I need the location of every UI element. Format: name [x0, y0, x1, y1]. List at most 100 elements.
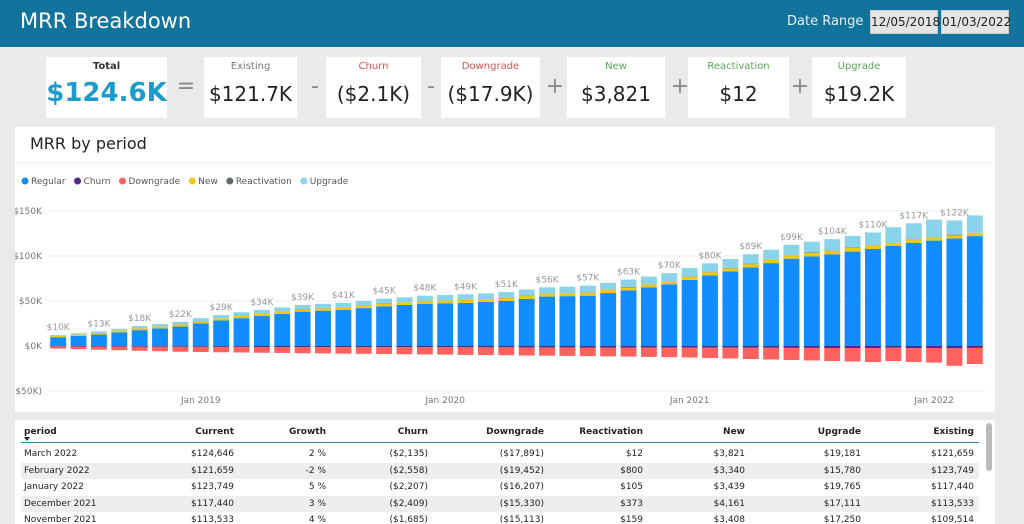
bar-segment [294, 309, 311, 312]
bar-segment [722, 271, 739, 346]
total-label: $70K [658, 261, 682, 271]
table-cell: ($2,409) [389, 498, 428, 509]
bar-segment [233, 315, 250, 319]
bar-segment [294, 311, 311, 346]
bar-segment [966, 236, 983, 346]
table-cell: $124,646 [191, 449, 234, 459]
bar-segment [233, 346, 250, 353]
bar-segment [559, 346, 576, 348]
bar-segment [416, 303, 433, 346]
kpi-card: Total $124.6K [46, 57, 167, 118]
bar-segment [539, 347, 555, 356]
date-to[interactable]: 01/03/2022 [941, 10, 1011, 34]
legend-label: Upgrade [310, 177, 349, 187]
bar-segment [844, 346, 861, 348]
bar-segment [274, 311, 291, 314]
table-cell: $12 [625, 449, 643, 459]
legend-swatch [21, 177, 29, 185]
column-header: Existing [933, 427, 974, 437]
total-label: $51K [495, 280, 519, 290]
bar-segment [50, 346, 67, 349]
bar-segment [865, 248, 881, 346]
bar-segment [478, 301, 494, 346]
bar-segment [172, 326, 189, 346]
bar-segment [355, 347, 372, 354]
bar-segment [763, 346, 780, 348]
operator: = [176, 74, 196, 99]
bar-segment [253, 346, 270, 353]
bar-segment [966, 346, 983, 348]
table-cell: $117,440 [931, 482, 974, 492]
kpi-value: $19.2K [823, 82, 895, 106]
kpi-value: $121.7K [208, 82, 293, 106]
bar-segment [640, 287, 657, 346]
bar-segment [742, 263, 759, 265]
bar-segment [926, 347, 943, 363]
bar-segment [274, 346, 291, 353]
table-cell: 5 % [308, 482, 326, 492]
bar-segment [926, 240, 943, 346]
bar-segment [152, 346, 168, 347]
table-cell: -2 % [305, 465, 326, 476]
bar-segment [376, 298, 393, 304]
bar-segment [192, 323, 209, 346]
table-cell: ($2,558) [389, 465, 428, 476]
bar-segment [518, 347, 535, 356]
row-band [21, 495, 979, 512]
total-label: $56K [536, 275, 560, 285]
bar-segment [355, 308, 372, 346]
bar-segment [70, 346, 87, 350]
bar-segment [905, 223, 922, 239]
table-cell: $121,659 [191, 465, 234, 476]
table-cell: ($2,207) [389, 482, 428, 492]
bar-segment [192, 318, 209, 322]
bar-segment [294, 346, 311, 348]
bar-segment [926, 346, 943, 348]
bar-segment [661, 347, 678, 358]
bar-segment [620, 346, 637, 348]
bar-segment [152, 324, 168, 327]
bar-segment [152, 346, 168, 352]
bar-segment [111, 332, 128, 346]
bar-segment [437, 347, 454, 355]
bar-segment [457, 302, 474, 346]
bar-segment [294, 347, 311, 354]
total-label: $45K [373, 287, 397, 297]
bar-segment [865, 348, 881, 363]
operator: + [670, 74, 690, 99]
table-cell: 2 % [308, 449, 326, 459]
bar-segment [376, 306, 393, 346]
table-cell: ($15,330) [499, 498, 544, 509]
bar-segment [70, 333, 87, 335]
bar-segment [90, 332, 107, 335]
column-header: Reactivation [579, 427, 643, 437]
bar-segment [885, 227, 902, 243]
legend-label: Regular [31, 177, 66, 187]
total-label: $29K [210, 303, 234, 313]
table-cell: $123,749 [931, 465, 974, 476]
bar-segment [90, 334, 107, 346]
bar-segment [722, 258, 739, 268]
date-from[interactable]: 12/05/2018 [870, 10, 940, 34]
bar-segment [763, 249, 780, 260]
table-cell: $121,659 [931, 449, 974, 459]
bar-segment [416, 347, 433, 355]
bar-segment [640, 284, 657, 288]
bar-segment [437, 346, 454, 348]
table-cell: ($19,452) [499, 465, 544, 476]
bar-segment [396, 302, 413, 305]
column-header: Current [195, 427, 234, 437]
bar-segment [355, 300, 372, 306]
bar-segment [90, 346, 107, 350]
bar-segment [253, 309, 270, 314]
bar-segment [131, 346, 148, 351]
bar-segment [213, 318, 230, 321]
bar-segment [763, 259, 780, 264]
operator: + [790, 74, 810, 99]
y-tick-label: $150K [15, 207, 43, 217]
bar-segment [966, 232, 983, 237]
bar-segment [457, 300, 474, 303]
bar-segment [539, 296, 555, 346]
scrollbar[interactable] [986, 423, 992, 471]
sort-icon [24, 437, 30, 441]
